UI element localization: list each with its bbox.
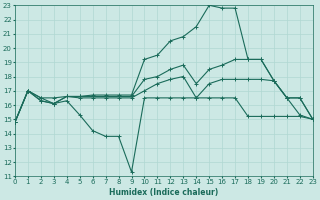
X-axis label: Humidex (Indice chaleur): Humidex (Indice chaleur) — [109, 188, 219, 197]
